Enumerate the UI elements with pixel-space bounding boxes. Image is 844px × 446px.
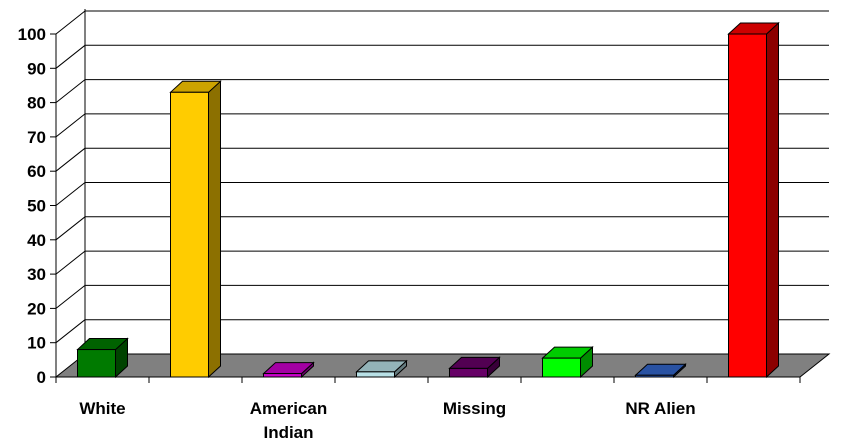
x-category-label: Indian (263, 423, 313, 442)
side-gridline (55, 44, 86, 69)
bar-side-face (208, 80, 221, 379)
bar-front-face (635, 374, 674, 378)
side-gridline (55, 147, 86, 172)
y-tick-label: 10 (27, 334, 46, 353)
bar-front-face (728, 33, 767, 378)
bar-side-face (766, 21, 779, 379)
bar-front-face (263, 373, 302, 378)
bar-front-face (170, 91, 209, 378)
bar (727, 21, 780, 379)
labels: 0 10 20 30 40 50 60 70 80 90 100 White American India… (18, 25, 696, 442)
bar (355, 359, 408, 379)
side-gridline (55, 216, 86, 241)
side-gridline (55, 113, 86, 138)
bar-front-face (449, 367, 488, 378)
y-tick-label: 40 (27, 231, 46, 250)
side-gridline (55, 285, 86, 309)
x-category-label: White (79, 399, 125, 418)
y-tick-label: 100 (18, 25, 46, 44)
side-gridline (55, 182, 86, 206)
y-tick-label: 80 (27, 94, 46, 113)
side-gridline (55, 79, 86, 103)
side-gridline (55, 10, 86, 35)
bar-front-face (77, 349, 116, 378)
bar (541, 345, 594, 379)
y-tick-label: 20 (27, 299, 46, 318)
side-gridline (55, 250, 86, 275)
side-gridline (55, 319, 86, 344)
bar (448, 356, 501, 379)
bars (76, 21, 780, 379)
y-tick-label: 70 (27, 128, 46, 147)
y-tick-label: 30 (27, 265, 46, 284)
y-tick-label: 50 (27, 197, 46, 216)
y-tick-label: 0 (37, 368, 46, 387)
x-category-label: NR Alien (625, 399, 695, 418)
y-tick-label: 60 (27, 162, 46, 181)
y-tick-label: 90 (27, 59, 46, 78)
bar-front-face (356, 371, 395, 378)
axes (50, 9, 801, 383)
bar (634, 363, 687, 379)
bar (169, 80, 222, 379)
bar (76, 337, 129, 379)
x-category-label: Missing (443, 399, 506, 418)
bar (262, 361, 315, 379)
bar-front-face (542, 357, 581, 378)
x-category-label: American (250, 399, 327, 418)
